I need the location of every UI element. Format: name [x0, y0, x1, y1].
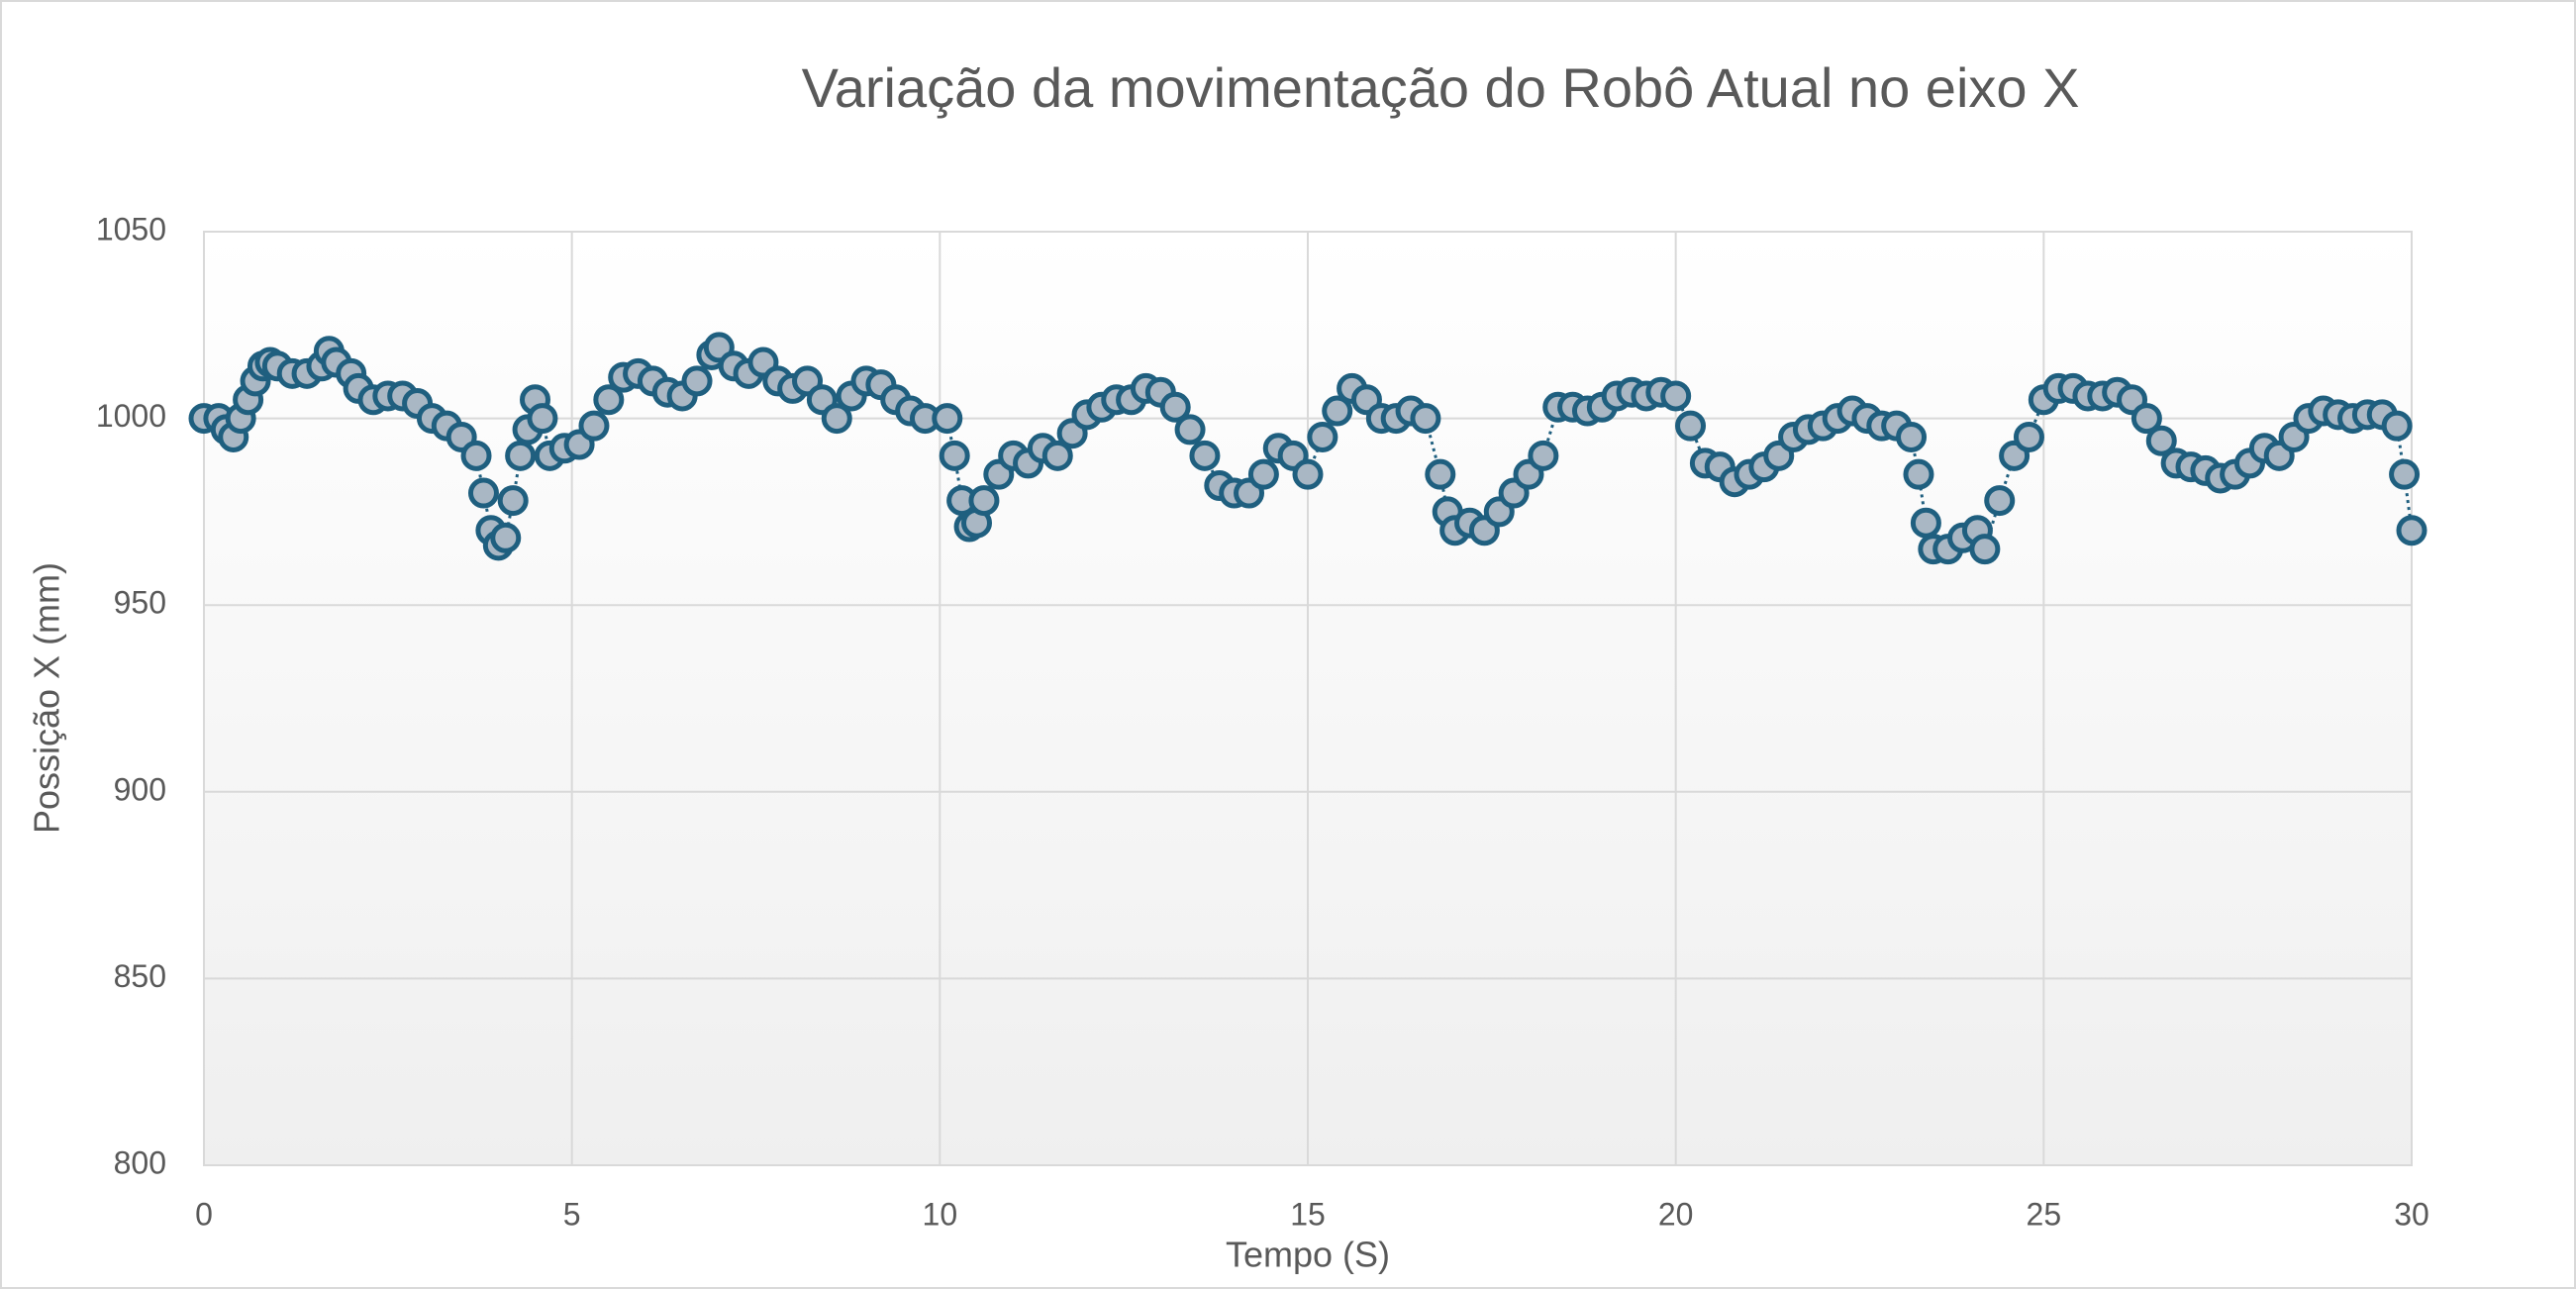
y-tick-label: 900: [114, 771, 166, 807]
data-point: [2396, 515, 2427, 546]
data-point: [1189, 440, 1221, 471]
data-point: [1410, 403, 1441, 435]
data-point: [460, 440, 492, 471]
data-point: [1528, 440, 1559, 471]
data-point: [1041, 440, 1073, 471]
data-point: [1159, 391, 1191, 423]
data-point: [968, 485, 1000, 517]
data-point: [1969, 534, 2001, 565]
y-tick-label: 1000: [96, 398, 166, 434]
data-point: [593, 384, 625, 416]
data-point: [527, 403, 558, 435]
data-point: [2145, 425, 2177, 456]
y-axis-label: Possição X (mm): [27, 562, 67, 834]
data-point: [1292, 458, 1324, 490]
chart-title: Variação da movimentação do Robô Atual n…: [802, 56, 2080, 119]
data-point: [1910, 507, 1941, 539]
data-point: [932, 403, 963, 435]
data-point: [1247, 458, 1279, 490]
x-axis-label: Tempo (S): [1226, 1235, 1390, 1275]
x-tick-label: 5: [563, 1196, 581, 1232]
data-point: [1903, 458, 1934, 490]
y-tick-label: 850: [114, 958, 166, 994]
data-point: [1984, 485, 2016, 517]
x-tick-label: 15: [1290, 1196, 1326, 1232]
data-point: [1174, 414, 1206, 446]
data-point: [490, 522, 522, 553]
data-point: [467, 477, 499, 509]
data-point: [497, 485, 529, 517]
data-point: [578, 410, 610, 442]
data-point: [2389, 458, 2421, 490]
data-point: [1660, 380, 1692, 412]
y-tick-label: 950: [114, 585, 166, 621]
x-tick-label: 30: [2394, 1196, 2429, 1232]
data-point: [1896, 421, 1928, 452]
data-point: [505, 440, 537, 471]
data-point: [1425, 458, 1456, 490]
data-point: [2013, 421, 2044, 452]
x-tick-label: 25: [2027, 1196, 2062, 1232]
data-point: [1307, 421, 1338, 452]
data-point: [2381, 410, 2413, 442]
data-point: [681, 365, 713, 397]
y-tick-label: 1050: [96, 211, 166, 247]
data-point: [1322, 395, 1353, 427]
data-point: [1675, 410, 1707, 442]
data-point: [2130, 403, 2162, 435]
data-point: [939, 440, 970, 471]
y-tick-label: 800: [114, 1144, 166, 1180]
data-point: [821, 403, 852, 435]
x-tick-label: 10: [923, 1196, 958, 1232]
x-tick-label: 20: [1658, 1196, 1694, 1232]
x-tick-label: 0: [195, 1196, 213, 1232]
